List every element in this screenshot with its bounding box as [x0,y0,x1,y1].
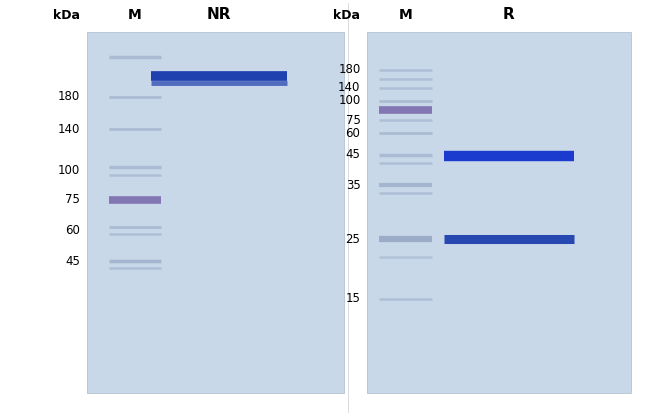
Text: M: M [128,8,142,22]
Text: 180: 180 [338,63,361,77]
Text: kDa: kDa [333,9,361,22]
Text: 100: 100 [338,94,361,107]
Text: M: M [398,8,413,22]
Text: 75: 75 [346,114,361,127]
Text: 60: 60 [65,224,80,237]
Text: NR: NR [207,7,231,22]
Text: 140: 140 [338,82,361,94]
Text: 15: 15 [346,292,361,305]
Text: kDa: kDa [53,9,80,22]
Text: 75: 75 [65,193,80,206]
Text: 180: 180 [58,90,80,104]
Text: R: R [503,7,515,22]
FancyBboxPatch shape [367,32,631,393]
Text: 45: 45 [346,148,361,161]
FancyBboxPatch shape [86,32,344,393]
Text: 25: 25 [346,233,361,246]
Text: 60: 60 [346,126,361,139]
Text: 100: 100 [58,164,80,177]
Text: 45: 45 [65,255,80,267]
Text: 35: 35 [346,179,361,192]
Text: 140: 140 [58,123,80,136]
